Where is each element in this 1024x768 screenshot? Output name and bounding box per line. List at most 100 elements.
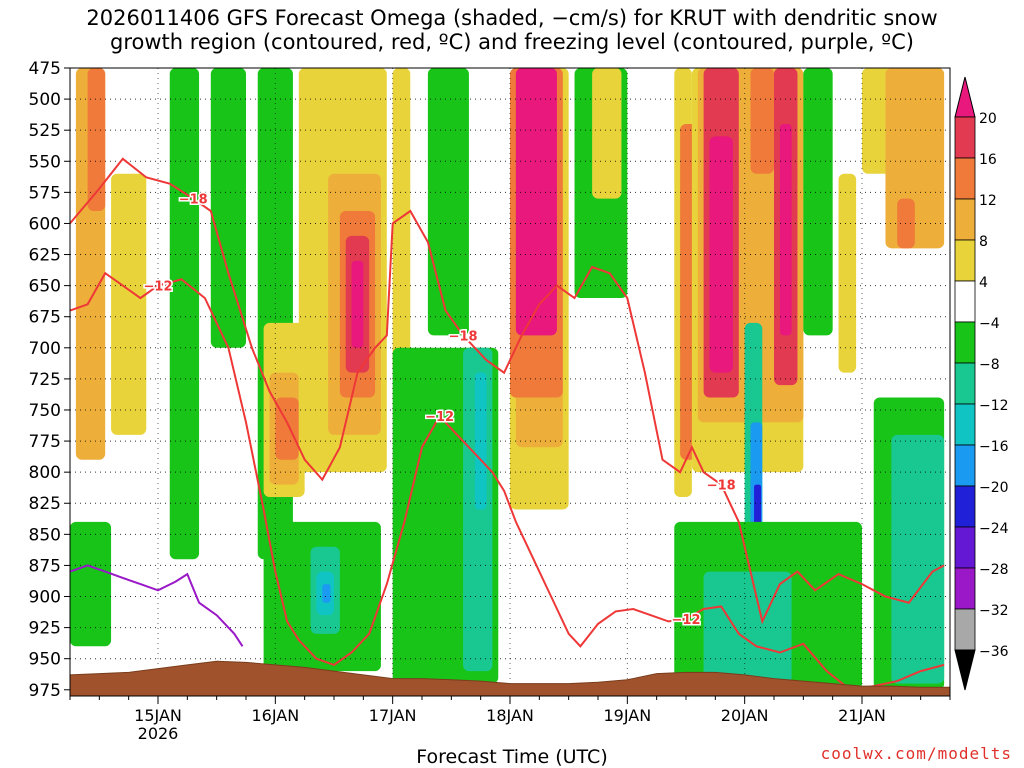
colorbar-bin [954,116,976,159]
omega-cell [709,136,733,373]
omega-cell [351,260,364,348]
omega-cell [838,173,857,373]
y-tick-label: 800 [29,463,61,483]
colorbar-label: −16 [979,439,1009,455]
contour-label: −12 [672,613,701,628]
x-tick-sublabel: 2026 [138,724,179,743]
colorbar-bin [954,362,976,405]
y-tick-label: 725 [29,370,61,390]
omega-cell [169,68,200,560]
colorbar-under-arrow [954,649,976,691]
x-tick-label: 17JAN [369,706,417,725]
y-tick-label: 875 [29,556,61,576]
omega-cell [427,68,469,336]
y-tick-label: 650 [29,277,61,297]
colorbar-bin [954,403,976,446]
omega-cell [210,68,246,348]
omega-cell [750,68,774,174]
x-tick-label: 15JAN [134,706,182,725]
chart-title-line2: growth region (contoured, red, ºC) and f… [110,30,914,54]
colorbar-label: 12 [979,193,997,209]
omega-cell [779,123,792,336]
y-tick-label: 950 [29,650,61,670]
colorbar-label: −36 [979,644,1009,660]
contour-label: −18 [449,329,478,344]
colorbar-bin [954,157,976,200]
y-tick-label: 750 [29,401,61,421]
colorbar-bin [954,444,976,487]
y-tick-label: 600 [29,214,61,234]
credit-text[interactable]: coolwx.com/modelts [820,744,1012,763]
x-tick-label: 20JAN [721,706,769,725]
omega-cell [885,68,945,249]
y-tick-label: 825 [29,494,61,514]
y-tick-label: 625 [29,246,61,266]
y-tick-label: 475 [29,59,61,79]
x-tick-label: 16JAN [251,706,299,725]
colorbar-label: 20 [979,111,997,127]
omega-cell [862,68,892,174]
colorbar-bin [954,608,976,651]
colorbar-label: −4 [979,316,1000,332]
y-axis: 475 500 525 550 575 600 625 650 675 700 725 750 775 8… [29,59,70,701]
colorbar-label: −20 [979,480,1009,496]
y-tick-label: 550 [29,152,61,172]
omega-cell [803,68,833,336]
colorbar-bin [954,321,976,364]
y-tick-label: 500 [29,90,61,110]
contour-line-1 [70,271,945,691]
omega-cell [891,434,945,684]
y-tick-label: 775 [29,432,61,452]
colorbar-label: −24 [979,521,1009,537]
omega-cell [703,571,792,684]
omega-cell [515,68,557,336]
colorbar-label: −28 [979,562,1009,578]
terrain-fill [70,660,950,696]
contour-lines: −18 −18 −18 −12 −12 −12 [70,157,945,691]
y-tick-label: 675 [29,308,61,328]
colorbar-bin [954,239,976,282]
omega-cell [592,68,622,199]
colorbar-bin [954,567,976,610]
y-tick-label: 525 [29,121,61,141]
x-tick-label: 21JAN [838,706,886,725]
omega-cell [87,68,106,212]
colorbar-bin [954,526,976,569]
chart-title-line1: 2026011406 GFS Forecast Omega (shaded, −… [86,6,938,30]
colorbar: 20 16 12 8 4 −4 −8 −12 −16 −20 −24 −28 −32 −36 [954,76,1009,691]
x-axis-label: Forecast Time (UTC) [416,746,608,768]
colorbar-bin [954,280,976,323]
colorbar-label: −8 [979,357,1000,373]
contour-label: −12 [425,410,454,425]
omega-cell [111,173,147,435]
contour-label: −18 [179,193,208,208]
y-tick-label: 850 [29,525,61,545]
colorbar-label: −12 [979,398,1009,414]
y-tick-label: 900 [29,588,61,608]
x-tick-label: 18JAN [486,706,534,725]
colorbar-bin [954,198,976,241]
y-tick-label: 575 [29,183,61,203]
omega-cell [70,521,112,647]
colorbar-bin [954,485,976,528]
chart-title: 2026011406 GFS Forecast Omega (shaded, −… [0,6,1024,54]
terrain [70,660,950,696]
y-tick-label: 925 [29,619,61,639]
contour-label: −18 [707,479,736,494]
x-tick-label: 19JAN [603,706,651,725]
y-tick-label: 700 [29,339,61,359]
colorbar-over-arrow [954,76,976,118]
contour-label: −12 [144,280,173,295]
y-tick-label: 975 [29,681,61,701]
omega-cell [392,68,411,373]
omega-cell [897,198,915,249]
colorbar-label: −32 [979,603,1009,619]
colorbar-label: 8 [979,234,988,250]
contour-line-0 [70,157,945,625]
colorbar-label: 4 [979,275,988,291]
contour-line-2 [70,564,244,647]
omega-cell [322,584,331,603]
colorbar-label: 16 [979,152,997,168]
